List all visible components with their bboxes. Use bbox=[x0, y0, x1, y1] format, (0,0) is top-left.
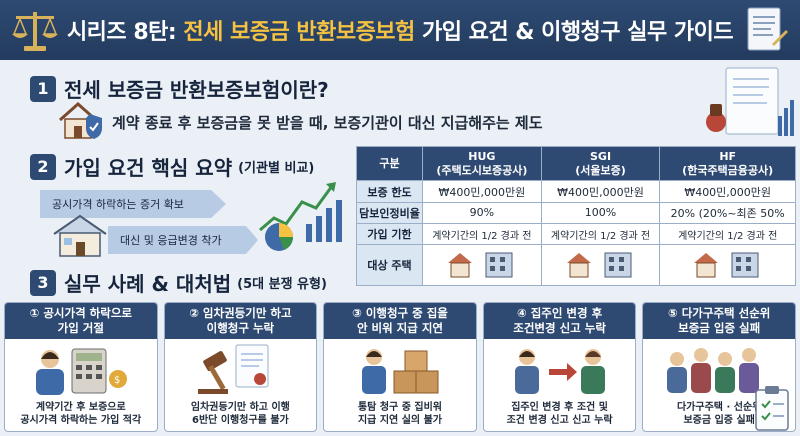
card-foot: 집주인 변경 후 조건 및 조건 변경 신고 신고 누락 bbox=[506, 402, 613, 426]
table-cell: ₩400민,000만원 bbox=[540, 180, 661, 203]
comparison-table: 구분 HUG (주택도시보증공사) SGI (서울보증) HF (한국주택금융공사) … bbox=[356, 145, 796, 286]
gavel-icon bbox=[198, 344, 269, 394]
section-2-heading: 2 가입 요건 핵심 요약 (기관별 비교) bbox=[30, 152, 314, 181]
row-label: 담보인정비율 bbox=[356, 201, 423, 225]
pie-chart-icon bbox=[265, 223, 293, 251]
table-col-hf: HF (한국주택금융공사) bbox=[659, 145, 796, 182]
house-shield-icon bbox=[59, 101, 102, 139]
table-row: 담보인정비율 90% 100% 20% (20%~최존 50% bbox=[356, 201, 796, 225]
table-row: 대상 주택 bbox=[356, 244, 796, 286]
table-cell: ₩400민,000만원 bbox=[422, 180, 542, 203]
card-illustration bbox=[165, 339, 317, 399]
section-3-subtitle: (5대 분쟁 유형) bbox=[237, 277, 327, 292]
section-2-number: 2 bbox=[30, 153, 56, 180]
card-foot: 통탐 청구 중 집비워 지급 지연 실의 불가 bbox=[357, 402, 442, 426]
section-1-title: 전세 보증금 반환보증보험이란? bbox=[64, 78, 329, 102]
page-title: 시리즈 8탄: 전세 보증금 반환보증보험 가입 요건 & 이행청구 실무 가이… bbox=[66, 20, 734, 45]
table-cell: ₩400민,000만원 bbox=[659, 180, 796, 203]
table-cell-house-icons bbox=[422, 244, 542, 286]
table-row: 가입 기한 계약기간의 1/2 경과 전 계약기간의 1/2 경과 전 계약기간… bbox=[356, 223, 796, 246]
table-cell: 90% bbox=[422, 201, 542, 225]
house-building-icon bbox=[447, 252, 513, 278]
row-label: 보증 한도 bbox=[356, 180, 423, 203]
case-card-3: ③ 이행청구 중 집을 안 비워 지급 지연 통탐 청구 중 집비워 지급 지연 실… bbox=[323, 302, 477, 432]
document-icon bbox=[747, 7, 788, 51]
card-head: ④ 집주인 변경 후 조건변경 신고 누락 bbox=[483, 303, 636, 339]
section-3-heading: 3 실무 사례 & 대처법 (5대 분쟁 유형) bbox=[30, 268, 327, 297]
card-head: ② 임차권등기만 하고 이행청구 누락 bbox=[164, 303, 317, 339]
section-2-title: 가입 요건 핵심 요약 bbox=[64, 156, 233, 180]
section-1-description: 계약 종료 후 보증금을 못 받을 때, 보증기관이 대신 지급해주는 제도 bbox=[112, 114, 543, 132]
card-head: ⑤ 다가구주택 선순위 보증금 입증 실패 bbox=[643, 303, 795, 339]
card-illustration bbox=[643, 339, 795, 399]
card-foot: 임차권등기만 하고 이행 6반단 이행청구를 불가 bbox=[190, 402, 290, 426]
clipboard-icon bbox=[755, 386, 789, 431]
svg-text:$: $ bbox=[114, 375, 120, 386]
table-cell: 계약기간의 1/2 경과 전 bbox=[422, 223, 542, 246]
case-card-4: ④ 집주인 변경 후 조건변경 신고 누락 집주인 변경 후 조건 및 조건 변경 … bbox=[482, 302, 637, 432]
boxes-icon bbox=[361, 349, 439, 394]
section-1-number: 1 bbox=[30, 75, 56, 102]
table-cell-house-icons bbox=[659, 244, 796, 286]
group-people-icon bbox=[667, 348, 760, 393]
row-label: 가입 기한 bbox=[356, 223, 423, 246]
section-2-subtitle: (기관별 비교) bbox=[238, 161, 315, 176]
arrow-label-2: 대신 및 응급변경 착가 bbox=[108, 226, 258, 254]
case-card-2: ② 임차권등기만 하고 이행청구 누락 임차권등기만 하고 이행 6반단 이행청구를… bbox=[163, 302, 318, 432]
card-head: ③ 이행청구 중 집을 안 비워 지급 지연 bbox=[324, 303, 476, 339]
table-cell: 계약기간의 1/2 경과 전 bbox=[540, 223, 661, 246]
card-illustration bbox=[484, 339, 636, 399]
table-cell: 100% bbox=[540, 201, 661, 225]
table-header-row: 구분 HUG (주택도시보증공사) SGI (서울보증) HF (한국주택금융공사) bbox=[356, 145, 796, 182]
house-building-icon bbox=[566, 252, 632, 278]
card-illustration: $ bbox=[5, 339, 157, 399]
case-card-5: ⑤ 다가구주택 선순위 보증금 입증 실패 다가구주택 · 선순위 보증금 입증 실… bbox=[642, 302, 796, 432]
case-card-1: ① 공시가격 하락으로 가입 거절 $ 계약기간 후 보증으로 공시가격 하락하는 … bbox=[4, 302, 158, 432]
card-foot: 다가구주택 · 선순위 보증금 입증 실패 bbox=[676, 402, 762, 426]
table-cell: 계약기간의 1/2 경과 전 bbox=[659, 223, 796, 246]
house-building-icon bbox=[693, 252, 759, 278]
table-col-hug: HUG (주택도시보증공사) bbox=[422, 145, 542, 182]
table-row: 보증 한도 ₩400민,000만원 ₩400민,000만원 ₩400민,000만… bbox=[356, 180, 796, 203]
table-corner: 구분 bbox=[356, 145, 423, 182]
scale-icon bbox=[12, 12, 58, 51]
table-cell-house-icons bbox=[540, 244, 661, 286]
section-3-title: 실무 사례 & 대처법 bbox=[64, 272, 232, 296]
table-col-sgi: SGI (서울보증) bbox=[540, 145, 661, 182]
calculator-icon: $ bbox=[35, 348, 127, 395]
card-illustration bbox=[324, 339, 476, 399]
header-banner: 시리즈 8탄: 전세 보증금 반환보증보험 가입 요건 & 이행청구 실무 가이… bbox=[0, 0, 800, 60]
contract-stamp-icon bbox=[706, 67, 794, 136]
section-1-heading: 1 전세 보증금 반환보증보험이란? bbox=[30, 74, 329, 103]
arrow-label-1: 공시가격 하락하는 증거 확보 bbox=[40, 190, 226, 218]
section-3-number: 3 bbox=[30, 269, 56, 296]
card-foot: 계약기간 후 보증으로 공시가격 하락하는 가입 적각 bbox=[20, 402, 142, 426]
table-cell: 20% (20%~최존 50% bbox=[659, 201, 796, 225]
row-label: 대상 주택 bbox=[356, 244, 423, 286]
case-cards: ① 공시가격 하락으로 가입 거절 $ 계약기간 후 보증으로 공시가격 하락하는 … bbox=[4, 302, 796, 432]
people-icon bbox=[514, 349, 605, 394]
house-icon bbox=[53, 214, 107, 257]
card-head: ① 공시가격 하락으로 가입 거절 bbox=[5, 303, 157, 339]
chart-icon bbox=[259, 182, 342, 242]
